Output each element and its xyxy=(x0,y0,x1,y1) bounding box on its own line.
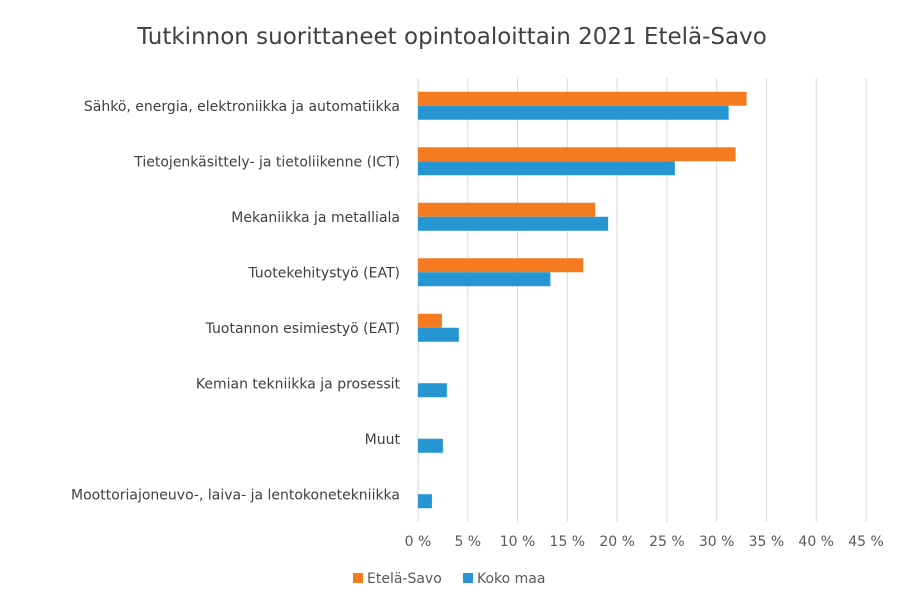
x-tick-label-10: 10 % xyxy=(500,534,536,550)
category-label-4: Tuotannon esimiestyö (EAT) xyxy=(205,321,400,337)
bars xyxy=(418,91,747,509)
legend: Etelä-Savo Koko maa xyxy=(353,571,545,587)
gridlines xyxy=(417,78,867,522)
bar-koko-maa-7 xyxy=(418,494,432,509)
legend-label-1: Koko maa xyxy=(477,571,545,587)
bar-koko-maa-6 xyxy=(418,438,443,453)
x-tick-label-20: 20 % xyxy=(599,534,635,550)
category-labels: Sähkö, energia, elektroniikka ja automat… xyxy=(71,99,400,504)
chart-title: Tutkinnon suorittaneet opintoaloittain 2… xyxy=(136,24,767,50)
bar-etela-savo-0 xyxy=(418,91,747,106)
x-tick-label-40: 40 % xyxy=(798,534,834,550)
bar-koko-maa-0 xyxy=(418,105,729,120)
category-label-3: Tuotekehitystyö (EAT) xyxy=(247,265,400,281)
x-tick-label-15: 15 % xyxy=(550,534,586,550)
bar-koko-maa-4 xyxy=(418,327,459,342)
bar-koko-maa-3 xyxy=(418,272,551,287)
category-label-1: Tietojenkäsittely- ja tietoliikenne (ICT… xyxy=(133,154,400,170)
category-label-6: Muut xyxy=(365,432,401,448)
x-tick-label-45: 45 % xyxy=(848,534,884,550)
legend-swatch-1 xyxy=(463,573,473,583)
x-tick-label-5: 5 % xyxy=(454,534,481,550)
bar-etela-savo-4 xyxy=(418,313,442,328)
bar-etela-savo-3 xyxy=(418,258,584,273)
legend-swatch-0 xyxy=(353,573,363,583)
category-label-2: Mekaniikka ja metalliala xyxy=(231,210,400,226)
bar-etela-savo-2 xyxy=(418,202,596,217)
legend-label-0: Etelä-Savo xyxy=(367,571,442,587)
bar-koko-maa-1 xyxy=(418,161,675,176)
category-label-5: Kemian tekniikka ja prosessit xyxy=(196,376,401,392)
bar-koko-maa-5 xyxy=(418,383,447,398)
x-tick-label-25: 25 % xyxy=(649,534,685,550)
category-label-0: Sähkö, energia, elektroniikka ja automat… xyxy=(84,99,400,115)
bar-etela-savo-1 xyxy=(418,147,736,162)
x-tick-label-35: 35 % xyxy=(749,534,785,550)
x-tick-label-30: 30 % xyxy=(699,534,735,550)
x-axis-tick-labels: 0 % 5 % 10 % 15 % 20 % 25 % 30 % 35 % 40 % 45 % xyxy=(405,534,884,550)
category-label-7: Moottoriajoneuvo-, laiva- ja lentokonete… xyxy=(71,487,400,503)
x-tick-label-0: 0 % xyxy=(405,534,432,550)
bar-koko-maa-2 xyxy=(418,216,609,231)
